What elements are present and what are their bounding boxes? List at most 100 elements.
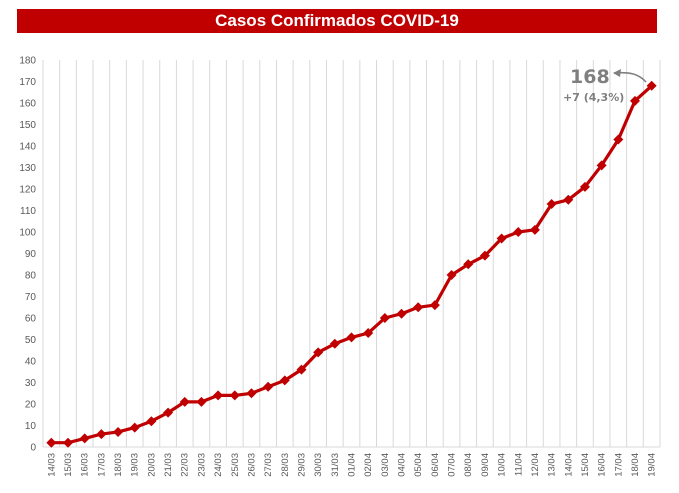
data-point-marker bbox=[463, 259, 474, 270]
data-point-marker bbox=[429, 300, 440, 311]
x-tick-label: 31/03 bbox=[330, 453, 341, 477]
data-point-marker bbox=[163, 407, 174, 418]
data-point-marker bbox=[629, 95, 640, 106]
data-point-marker bbox=[129, 422, 140, 433]
y-tick-label: 60 bbox=[25, 314, 37, 325]
data-point-marker bbox=[479, 250, 490, 261]
data-point-marker bbox=[213, 390, 224, 401]
data-point-marker bbox=[296, 364, 307, 375]
data-point-marker bbox=[613, 134, 624, 145]
data-point-marker bbox=[246, 388, 257, 399]
y-tick-label: 130 bbox=[19, 163, 36, 174]
data-point-marker bbox=[113, 426, 124, 437]
data-point-marker bbox=[496, 233, 507, 244]
data-point-marker bbox=[229, 390, 240, 401]
x-tick-label: 17/03 bbox=[96, 453, 107, 477]
y-tick-label: 50 bbox=[25, 335, 37, 346]
data-point-marker bbox=[329, 338, 340, 349]
x-tick-label: 25/03 bbox=[230, 453, 241, 477]
x-tick-label: 22/03 bbox=[180, 453, 191, 477]
y-axis: 0 10 20 30 40 50 60 70 80 90 100 110 120 130 140 150 160… bbox=[19, 56, 36, 454]
x-tick-label: 29/03 bbox=[296, 453, 307, 477]
data-point-marker bbox=[346, 332, 357, 343]
arrowhead-icon bbox=[613, 69, 621, 77]
y-tick-label: 120 bbox=[19, 185, 36, 196]
y-tick-label: 110 bbox=[20, 206, 36, 217]
y-tick-label: 150 bbox=[19, 120, 36, 131]
data-point-marker bbox=[446, 270, 457, 280]
data-point-marker bbox=[546, 199, 557, 210]
chart-title: Casos Confirmados COVID-19 bbox=[17, 9, 657, 33]
x-tick-label: 06/04 bbox=[430, 453, 441, 477]
data-point-marker bbox=[263, 381, 274, 392]
x-tick-label: 27/03 bbox=[263, 453, 274, 477]
x-tick-label: 30/03 bbox=[313, 453, 324, 477]
x-tick-label: 20/03 bbox=[146, 453, 157, 477]
data-point-marker bbox=[379, 313, 390, 323]
data-point-marker bbox=[396, 308, 407, 319]
x-tick-label: 12/04 bbox=[530, 453, 541, 477]
x-tick-label: 13/04 bbox=[547, 453, 558, 477]
x-tick-label: 18/04 bbox=[630, 453, 641, 477]
x-axis: 14/03 15/03 16/03 17/03 18/03 19/03 20/03 21/03… bbox=[46, 453, 657, 477]
y-tick-label: 100 bbox=[19, 228, 36, 239]
y-tick-label: 90 bbox=[25, 249, 37, 260]
series-casos-confirmados bbox=[46, 80, 657, 448]
y-tick-label: 180 bbox=[19, 56, 36, 67]
annotation-value: 168 bbox=[570, 66, 610, 88]
x-tick-label: 24/03 bbox=[213, 453, 224, 477]
y-tick-label: 80 bbox=[25, 271, 37, 282]
x-tick-label: 28/03 bbox=[280, 453, 291, 477]
x-tick-label: 26/03 bbox=[246, 453, 257, 477]
x-tick-label: 18/03 bbox=[113, 453, 124, 477]
data-point-marker bbox=[363, 328, 374, 339]
data-point-marker bbox=[196, 396, 207, 407]
data-point-marker bbox=[146, 416, 157, 427]
y-tick-label: 10 bbox=[25, 421, 37, 432]
data-point-marker bbox=[96, 429, 107, 440]
x-tick-label: 07/04 bbox=[447, 453, 458, 477]
x-tick-label: 14/03 bbox=[46, 453, 57, 477]
grid-lines bbox=[42, 60, 661, 448]
x-tick-label: 10/04 bbox=[497, 453, 508, 477]
x-tick-label: 16/04 bbox=[597, 453, 608, 477]
x-tick-label: 11/04 bbox=[513, 453, 524, 476]
data-point-marker bbox=[279, 375, 290, 386]
x-tick-label: 09/04 bbox=[480, 453, 491, 477]
series-line bbox=[51, 84, 653, 445]
data-point-marker bbox=[413, 302, 424, 313]
x-tick-label: 03/04 bbox=[380, 453, 391, 477]
data-point-marker bbox=[529, 224, 540, 235]
data-point-marker bbox=[646, 80, 657, 91]
data-point-marker bbox=[63, 437, 74, 448]
x-tick-label: 23/03 bbox=[196, 453, 207, 477]
x-tick-label: 01/04 bbox=[347, 453, 358, 477]
y-tick-label: 140 bbox=[19, 142, 36, 153]
x-tick-label: 15/03 bbox=[63, 453, 74, 477]
data-point-marker bbox=[313, 347, 324, 358]
x-tick-label: 21/03 bbox=[163, 453, 174, 477]
y-tick-label: 170 bbox=[19, 77, 36, 88]
y-tick-label: 0 bbox=[30, 443, 36, 454]
x-tick-label: 05/04 bbox=[413, 453, 424, 477]
annotation-delta: +7 (4,3%) bbox=[563, 91, 624, 104]
x-tick-label: 19/04 bbox=[647, 453, 658, 477]
data-point-marker bbox=[46, 437, 57, 448]
y-tick-label: 160 bbox=[19, 99, 36, 110]
latest-value-annotation: 168 +7 (4,3%) bbox=[563, 66, 647, 104]
x-tick-label: 14/04 bbox=[563, 453, 574, 477]
data-point-marker bbox=[596, 160, 607, 171]
x-tick-label: 15/04 bbox=[580, 453, 591, 477]
x-tick-label: 17/04 bbox=[613, 453, 624, 477]
data-point-marker bbox=[179, 396, 190, 407]
x-tick-label: 02/04 bbox=[363, 453, 374, 477]
x-tick-label: 04/04 bbox=[397, 453, 408, 477]
data-point-marker bbox=[579, 181, 590, 192]
x-tick-label: 19/03 bbox=[130, 453, 141, 477]
y-tick-label: 20 bbox=[25, 400, 37, 411]
y-tick-label: 30 bbox=[25, 378, 37, 389]
data-point-marker bbox=[563, 194, 574, 205]
data-point-marker bbox=[513, 227, 524, 237]
x-tick-label: 08/04 bbox=[463, 453, 474, 477]
